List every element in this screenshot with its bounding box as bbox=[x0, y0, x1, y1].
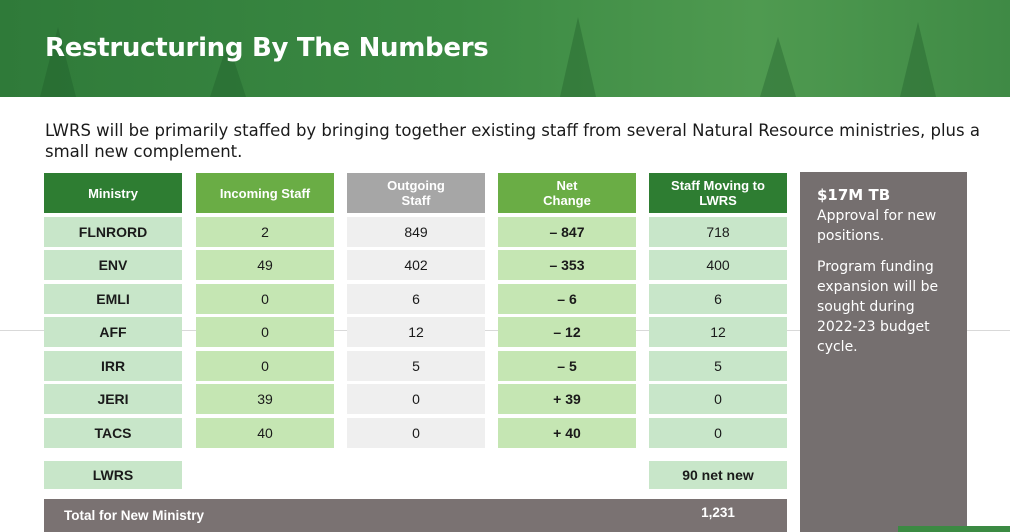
funding-headline: $17M TB bbox=[817, 186, 891, 204]
incoming-cell: 0 bbox=[196, 317, 334, 347]
moving-cell: 400 bbox=[649, 250, 787, 280]
net-change-cell: – 847 bbox=[498, 216, 636, 247]
total-row: Total for New Ministry 1,231 bbox=[44, 499, 787, 532]
outgoing-column: Outgoing Staff 849 402 6 12 5 0 0 bbox=[347, 173, 485, 448]
moving-cell: 5 bbox=[649, 350, 787, 381]
tree-decoration bbox=[210, 42, 246, 97]
moving-header: Staff Moving to LWRS bbox=[649, 173, 787, 213]
ministry-cell: AFF bbox=[44, 317, 182, 347]
ministry-column: Ministry FLNRORD ENV EMLI AFF IRR JERI T… bbox=[44, 173, 182, 448]
net-change-cell: – 6 bbox=[498, 283, 636, 314]
moving-cell: 718 bbox=[649, 216, 787, 247]
outgoing-cell: 12 bbox=[347, 317, 485, 347]
net-new-cell: 90 net new bbox=[649, 461, 787, 489]
incoming-header: Incoming Staff bbox=[196, 173, 334, 213]
outgoing-cell: 402 bbox=[347, 250, 485, 280]
net-change-cell: + 39 bbox=[498, 384, 636, 414]
tree-decoration bbox=[760, 37, 796, 97]
net-change-cell: – 5 bbox=[498, 350, 636, 381]
tree-decoration bbox=[900, 22, 936, 97]
moving-cell: 0 bbox=[649, 384, 787, 414]
outgoing-cell: 0 bbox=[347, 384, 485, 414]
funding-approval-text: Approval for new positions. bbox=[817, 208, 937, 244]
moving-cell: 0 bbox=[649, 417, 787, 448]
funding-expansion-text: Program funding expansion will be sought… bbox=[817, 259, 939, 355]
lwrs-row-label: LWRS bbox=[44, 461, 182, 489]
total-value: 1,231 bbox=[701, 505, 735, 520]
ministry-cell: IRR bbox=[44, 350, 182, 381]
incoming-cell: 49 bbox=[196, 250, 334, 280]
incoming-cell: 0 bbox=[196, 350, 334, 381]
tree-decoration bbox=[40, 27, 76, 97]
moving-cell: 6 bbox=[649, 283, 787, 314]
net-change-cell: – 12 bbox=[498, 317, 636, 347]
total-label: Total for New Ministry bbox=[64, 508, 205, 523]
net-change-cell: + 40 bbox=[498, 417, 636, 448]
ministry-cell: EMLI bbox=[44, 283, 182, 314]
corner-accent bbox=[898, 526, 1010, 532]
incoming-cell: 0 bbox=[196, 283, 334, 314]
ministry-cell: TACS bbox=[44, 417, 182, 448]
funding-panel: $17M TB Approval for new positions. Prog… bbox=[800, 172, 967, 532]
intro-text: LWRS will be primarily staffed by bringi… bbox=[45, 121, 980, 161]
tree-decoration bbox=[560, 17, 596, 97]
page-title: Restructuring By The Numbers bbox=[45, 33, 489, 63]
net-change-header: Net Change bbox=[498, 173, 636, 213]
ministry-cell: JERI bbox=[44, 384, 182, 414]
moving-cell: 12 bbox=[649, 317, 787, 347]
outgoing-header: Outgoing Staff bbox=[347, 173, 485, 213]
outgoing-cell: 0 bbox=[347, 417, 485, 448]
outgoing-cell: 6 bbox=[347, 283, 485, 314]
ministry-header: Ministry bbox=[44, 173, 182, 213]
outgoing-cell: 849 bbox=[347, 216, 485, 247]
ministry-cell: FLNRORD bbox=[44, 216, 182, 247]
moving-column: Staff Moving to LWRS 718 400 6 12 5 0 0 bbox=[649, 173, 787, 448]
incoming-cell: 39 bbox=[196, 384, 334, 414]
net-change-cell: – 353 bbox=[498, 250, 636, 280]
outgoing-cell: 5 bbox=[347, 350, 485, 381]
incoming-cell: 40 bbox=[196, 417, 334, 448]
incoming-column: Incoming Staff 2 49 0 0 0 39 40 bbox=[196, 173, 334, 448]
ministry-cell: ENV bbox=[44, 250, 182, 280]
incoming-cell: 2 bbox=[196, 216, 334, 247]
title-banner: Restructuring By The Numbers bbox=[0, 0, 1010, 97]
net-change-column: Net Change – 847 – 353 – 6 – 12 – 5 + 39… bbox=[498, 173, 636, 448]
